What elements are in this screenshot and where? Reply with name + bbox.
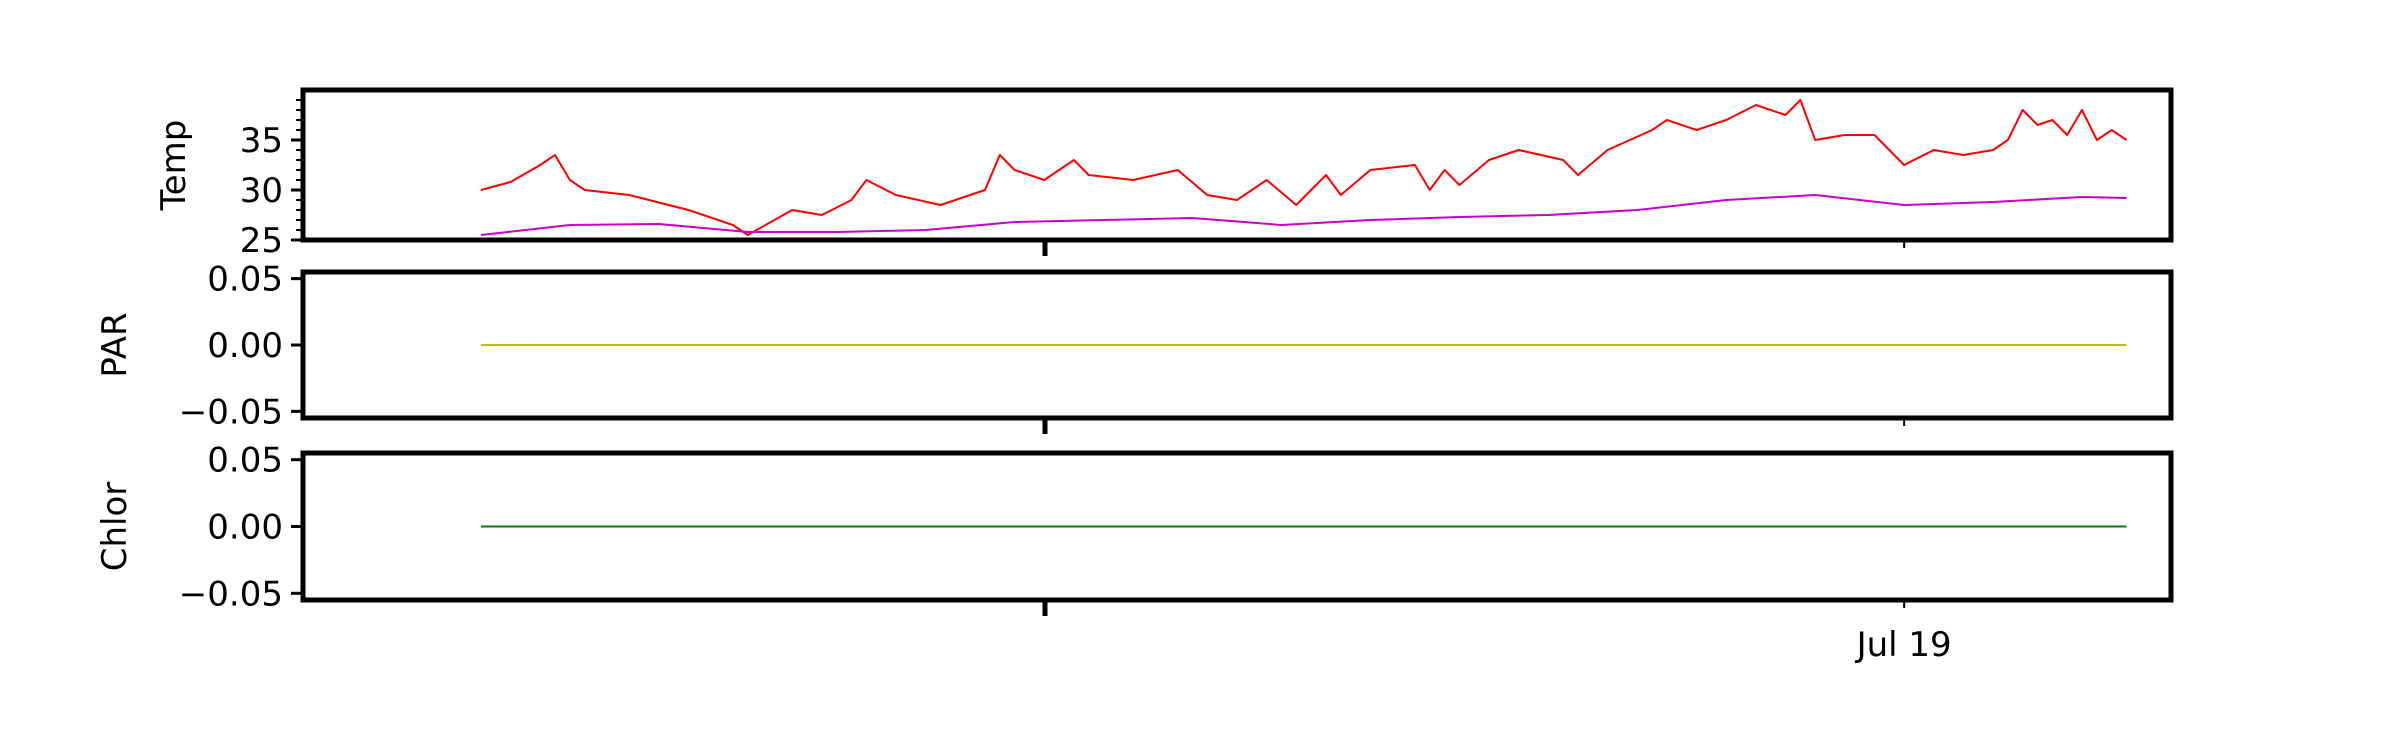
series-line-1-1 bbox=[480, 99, 2128, 236]
ytick-label-2-1: −0.05 bbox=[179, 392, 283, 432]
ytick-label-1-2: 30 bbox=[240, 171, 283, 211]
xtick-label-1: Jul 19 bbox=[1855, 625, 1952, 665]
series-line-1-2 bbox=[480, 194, 2127, 236]
ytick-label-2-2: 0.00 bbox=[207, 326, 283, 366]
ytick-label-3-1: −0.05 bbox=[179, 574, 283, 614]
ytick-label-1-3: 35 bbox=[240, 121, 283, 161]
ylabel-2: PAR bbox=[95, 312, 135, 377]
ytick-label-3-3: 0.05 bbox=[207, 441, 283, 481]
ylabel-1: Temp bbox=[154, 120, 194, 212]
ytick-label-1-1: 25 bbox=[240, 221, 283, 261]
ytick-label-2-3: 0.05 bbox=[207, 260, 283, 300]
ylabel-3: Chlor bbox=[95, 482, 135, 572]
ytick-label-3-2: 0.00 bbox=[207, 508, 283, 548]
panel-frame-1 bbox=[300, 87, 2174, 243]
